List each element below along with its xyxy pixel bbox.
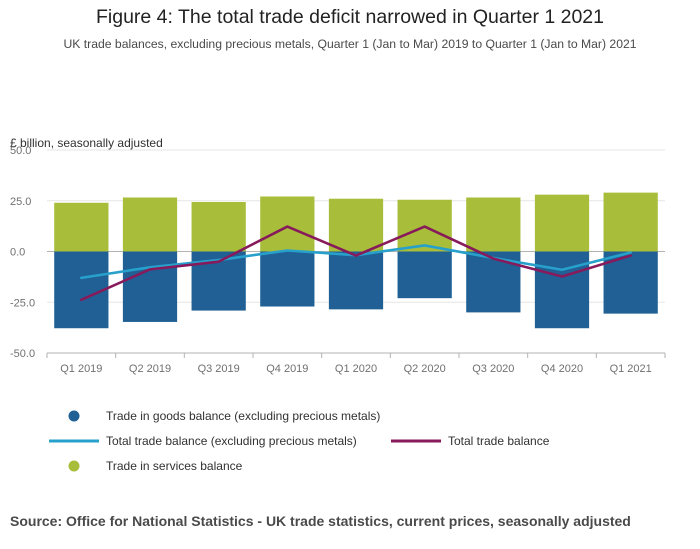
services-bar — [54, 202, 109, 252]
y-tick-label: 25.0 — [10, 196, 31, 208]
source-note: Source: Office for National Statistics -… — [10, 513, 631, 529]
goods-bar — [260, 251, 315, 307]
goods-bar — [122, 251, 178, 322]
x-tick-label: Q1 2020 — [335, 363, 377, 375]
services-bar — [534, 194, 590, 252]
x-tick-label: Q2 2019 — [129, 363, 171, 375]
x-tick-label: Q3 2020 — [472, 363, 514, 375]
goods-bar — [54, 251, 109, 329]
x-tick-label: Q1 2019 — [60, 363, 102, 375]
y-tick-label: -50.0 — [10, 348, 35, 360]
lines — [80, 225, 632, 302]
chart-title: Figure 4: The total trade deficit narrow… — [95, 6, 604, 28]
legend-services-label: Trade in services balance — [106, 459, 243, 473]
services-bar — [191, 201, 246, 252]
goods-bar — [328, 251, 384, 310]
legend-services-swatch — [68, 460, 80, 472]
total-trade-line — [80, 225, 632, 302]
services-bar — [328, 198, 384, 252]
legend-total-excl-label: Total trade balance (excluding precious … — [106, 434, 357, 448]
legend-goods-swatch — [68, 410, 80, 422]
bars — [54, 192, 658, 329]
x-tick-label: Q4 2020 — [541, 363, 583, 375]
goods-bar — [534, 251, 590, 329]
services-bar — [603, 192, 658, 252]
x-tick-label: Q2 2020 — [404, 363, 446, 375]
unit-label: £ billion, seasonally adjusted — [10, 136, 163, 150]
axes: 50.0 25.0 0.0 -25.0 -50.0 Q1 2019 Q2 2019 Q3 20… — [10, 145, 666, 375]
x-tick-label: Q3 2019 — [198, 363, 240, 375]
y-tick-label: 50.0 — [10, 145, 31, 157]
services-bar — [466, 197, 521, 252]
legend-total-label: Total trade balance — [448, 434, 550, 448]
legend-goods-label: Trade in goods balance (excluding precio… — [106, 409, 380, 423]
y-tick-label: 0.0 — [10, 247, 25, 259]
legend: Trade in goods balance (excluding precio… — [49, 409, 550, 473]
chart-subtitle: UK trade balances, excluding precious me… — [63, 37, 637, 51]
services-bar — [122, 197, 178, 252]
services-bar — [260, 196, 315, 252]
goods-bar — [397, 251, 452, 299]
x-tick-label: Q1 2021 — [610, 363, 652, 375]
y-tick-label: -25.0 — [10, 297, 35, 309]
x-tick-label: Q4 2019 — [266, 363, 308, 375]
